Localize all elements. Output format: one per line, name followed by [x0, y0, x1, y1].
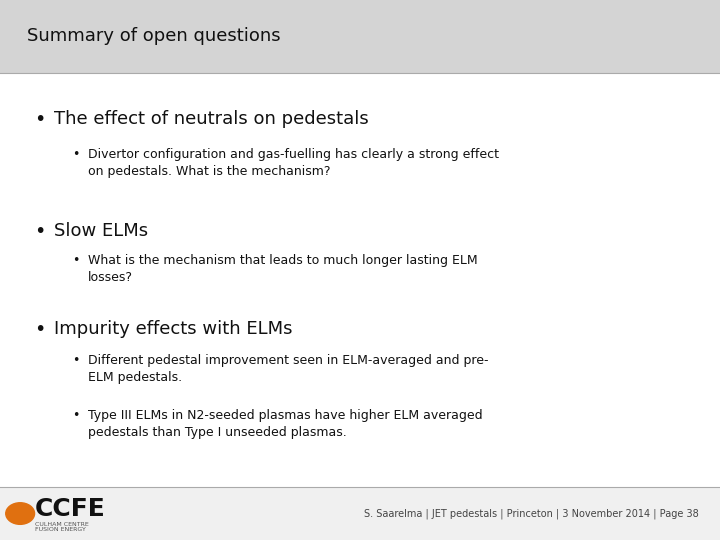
Text: •: • [72, 354, 79, 367]
Bar [0, 487, 720, 540]
Text: S. Saarelma | JET pedestals | Princeton | 3 November 2014 | Page 38: S. Saarelma | JET pedestals | Princeton … [364, 508, 698, 519]
Text: Impurity effects with ELMs: Impurity effects with ELMs [54, 320, 292, 338]
Text: •: • [34, 110, 45, 129]
Circle shape [6, 503, 35, 524]
Text: Slow ELMs: Slow ELMs [54, 222, 148, 240]
Text: The effect of neutrals on pedestals: The effect of neutrals on pedestals [54, 110, 369, 128]
Text: •: • [72, 148, 79, 161]
Text: What is the mechanism that leads to much longer lasting ELM
losses?: What is the mechanism that leads to much… [88, 254, 477, 284]
Text: •: • [72, 254, 79, 267]
Bar [0, 0, 720, 73]
Text: •: • [34, 222, 45, 241]
Text: Summary of open questions: Summary of open questions [27, 28, 281, 45]
Text: Type III ELMs in N2-seeded plasmas have higher ELM averaged
pedestals than Type : Type III ELMs in N2-seeded plasmas have … [88, 409, 482, 440]
Text: •: • [72, 409, 79, 422]
Text: Different pedestal improvement seen in ELM-averaged and pre-
ELM pedestals.: Different pedestal improvement seen in E… [88, 354, 488, 384]
Text: CULHAM CENTRE
FUSION ENERGY: CULHAM CENTRE FUSION ENERGY [35, 522, 89, 532]
Text: Divertor configuration and gas-fuelling has clearly a strong effect
on pedestals: Divertor configuration and gas-fuelling … [88, 148, 499, 178]
Text: •: • [34, 320, 45, 339]
Text: CCFE: CCFE [35, 497, 105, 521]
